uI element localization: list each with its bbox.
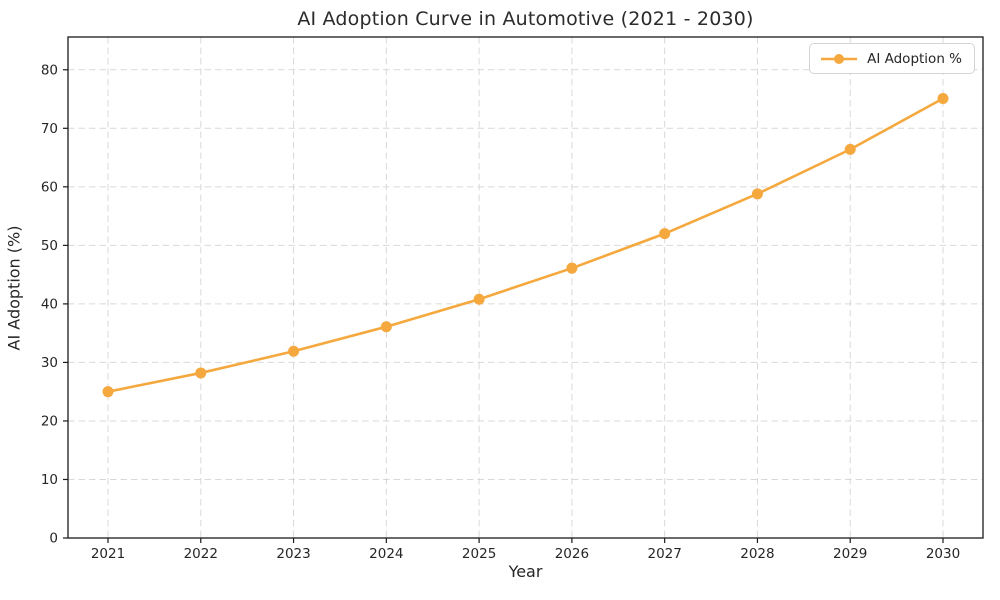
data-point: [937, 92, 949, 104]
x-tick-label: 2030: [926, 546, 960, 562]
data-point: [473, 293, 485, 305]
x-tick-label: 2026: [555, 546, 589, 562]
x-tick-label: 2021: [91, 546, 125, 562]
data-point: [566, 262, 578, 274]
y-tick-label: 30: [41, 355, 58, 371]
x-tick-label: 2027: [647, 546, 681, 562]
data-point: [659, 228, 671, 240]
y-tick-label: 10: [41, 472, 58, 488]
y-tick-label: 50: [41, 238, 58, 254]
chart-title: AI Adoption Curve in Automotive (2021 - …: [297, 8, 754, 30]
y-tick-label: 80: [41, 62, 58, 78]
y-axis-label: AI Adoption (%): [4, 225, 24, 351]
x-tick-label: 2029: [833, 546, 867, 562]
data-point: [195, 367, 207, 379]
x-tick-label: 2025: [462, 546, 496, 562]
x-axis-label: Year: [508, 562, 543, 581]
data-point: [102, 386, 114, 398]
data-point: [288, 345, 300, 357]
data-point: [751, 188, 763, 200]
legend-line-marker-icon: [821, 53, 858, 64]
data-point: [844, 143, 856, 155]
x-tick-label: 2024: [369, 546, 403, 562]
y-tick-label: 70: [41, 121, 58, 137]
y-tick-label: 0: [49, 531, 58, 547]
y-tick-label: 20: [41, 413, 58, 429]
data-point: [380, 321, 392, 333]
series-line: [106, 97, 945, 393]
x-tick-label: 2023: [276, 546, 310, 562]
y-tick-label: 60: [41, 179, 58, 195]
x-tick-label: 2022: [184, 546, 218, 562]
x-tick-label: 2028: [740, 546, 774, 562]
legend-label: AI Adoption %: [867, 50, 962, 67]
legend: AI Adoption %: [809, 43, 975, 74]
axes-spines: [67, 36, 984, 539]
y-tick-label: 40: [41, 296, 58, 312]
